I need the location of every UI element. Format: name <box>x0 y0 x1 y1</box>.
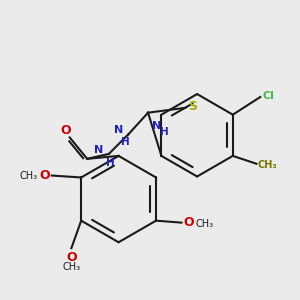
Text: N: N <box>94 145 104 155</box>
Text: O: O <box>39 169 50 182</box>
Text: H: H <box>106 158 115 168</box>
Text: H: H <box>160 127 169 137</box>
Text: O: O <box>60 124 71 137</box>
Text: H: H <box>121 137 130 147</box>
Text: CH₃: CH₃ <box>195 219 213 229</box>
Text: N: N <box>114 125 123 135</box>
Text: S: S <box>188 100 197 113</box>
Text: CH₃: CH₃ <box>62 262 80 272</box>
Text: Cl: Cl <box>262 91 274 101</box>
Text: N: N <box>152 122 161 131</box>
Text: O: O <box>184 216 194 229</box>
Text: CH₃: CH₃ <box>257 160 277 170</box>
Text: CH₃: CH₃ <box>20 172 38 182</box>
Text: O: O <box>66 251 77 264</box>
